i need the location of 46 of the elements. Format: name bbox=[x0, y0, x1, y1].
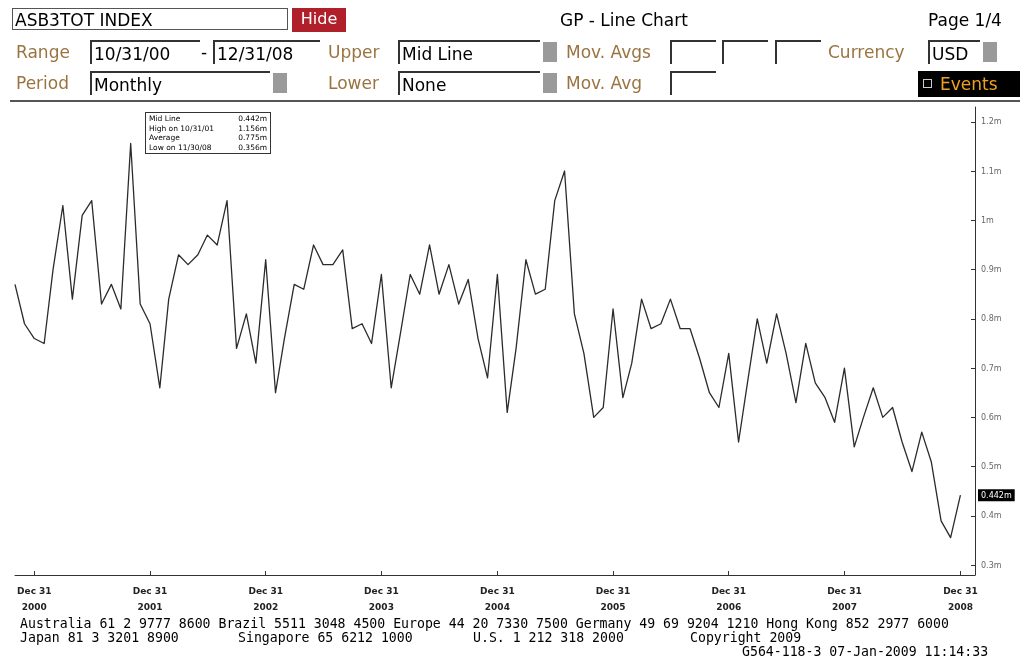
chart-subtitle: ASB3TOT INDEX bbox=[12, 8, 288, 30]
text: Japan 81 3 3201 8900 bbox=[20, 630, 179, 645]
x-tick-label: Dec 31 2008 bbox=[943, 586, 978, 612]
text: USD bbox=[928, 40, 980, 64]
text: Period bbox=[16, 73, 70, 93]
text: - bbox=[201, 42, 208, 62]
chart-title: GP - Line Chart bbox=[560, 10, 688, 30]
text: Mov. Avg bbox=[566, 73, 643, 93]
text: Copyright 2009 bbox=[690, 630, 802, 645]
text: Australia 61 2 9777 8600 Brazil 5511 3048 4500 Europe 44 20 7330 7500 Germany 49 69 9204 1210 Hong Kong 852 2977 6000 bbox=[20, 616, 949, 631]
text: Singapore 65 6212 1000 bbox=[238, 630, 413, 645]
text: Monthly bbox=[90, 71, 270, 95]
y-tick-label: 0.4m bbox=[981, 511, 1002, 521]
line-series bbox=[14, 142, 962, 539]
x-tick-label: Dec 31 2004 bbox=[480, 586, 515, 612]
text: Upper bbox=[328, 42, 380, 62]
y-tick-label: 1.1m bbox=[981, 166, 1002, 176]
x-tick-label: Dec 31 2000 bbox=[17, 586, 52, 612]
y-tick-label: 0.7m bbox=[981, 363, 1002, 373]
text: Events bbox=[918, 71, 1020, 97]
text: Hide bbox=[292, 8, 346, 32]
text: G564-118-3 07-Jan-2009 11:14:33 bbox=[742, 644, 989, 659]
y-tick-label: 0.3m bbox=[981, 560, 1002, 570]
text: None bbox=[398, 71, 540, 95]
text: Currency bbox=[828, 42, 905, 62]
y-tick-label: 0.9m bbox=[981, 265, 1002, 275]
text: U.S. 1 212 318 2000 bbox=[473, 630, 624, 645]
annotation: 0.442m bbox=[981, 490, 1012, 500]
y-tick-label: 0.6m bbox=[981, 412, 1002, 422]
text: Range bbox=[16, 42, 70, 62]
text: 10/31/00 bbox=[90, 40, 200, 64]
x-tick-label: Dec 31 2007 bbox=[827, 586, 862, 612]
x-tick-label: Dec 31 2003 bbox=[364, 586, 399, 612]
text: Lower bbox=[328, 73, 379, 93]
y-tick-label: 1m bbox=[981, 215, 995, 225]
x-tick-label: Dec 31 2001 bbox=[132, 586, 168, 612]
y-tick-label: 0.5m bbox=[981, 462, 1002, 472]
text: Mid Line bbox=[398, 40, 540, 64]
x-tick-label: Dec 31 2002 bbox=[248, 586, 283, 612]
x-tick-label: Dec 31 2005 bbox=[595, 586, 631, 612]
y-tick-label: 1.2m bbox=[981, 117, 1002, 127]
x-tick-label: Dec 31 2006 bbox=[711, 586, 747, 612]
text: Page 1/4 bbox=[928, 10, 1002, 30]
text: 12/31/08 bbox=[213, 40, 320, 64]
text: Mov. Avgs bbox=[566, 42, 651, 62]
y-tick-label: 0.8m bbox=[981, 314, 1002, 324]
